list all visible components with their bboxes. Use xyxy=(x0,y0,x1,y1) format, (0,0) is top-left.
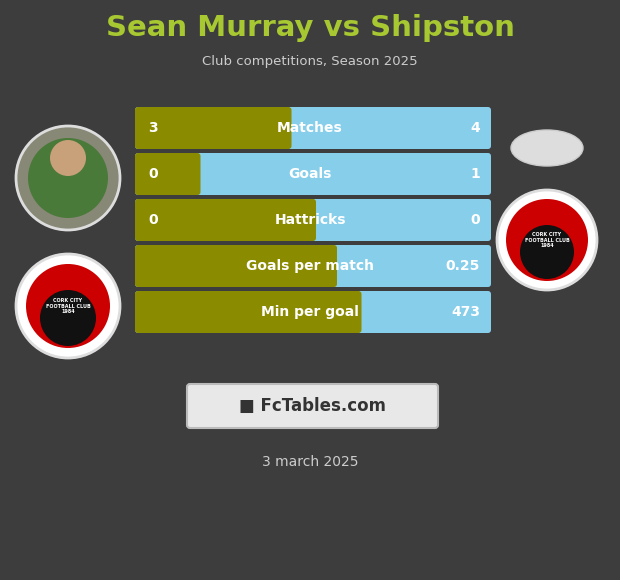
Text: 473: 473 xyxy=(451,305,480,319)
FancyBboxPatch shape xyxy=(187,384,438,428)
Circle shape xyxy=(26,264,110,348)
Text: 3 march 2025: 3 march 2025 xyxy=(262,455,358,469)
FancyBboxPatch shape xyxy=(135,291,361,333)
Text: Goals per match: Goals per match xyxy=(246,259,374,273)
Text: 1: 1 xyxy=(470,167,480,181)
FancyBboxPatch shape xyxy=(135,245,491,287)
Text: 3: 3 xyxy=(148,121,157,135)
Circle shape xyxy=(520,225,574,279)
Text: 0.25: 0.25 xyxy=(446,259,480,273)
Text: Goals: Goals xyxy=(288,167,332,181)
Text: CORK CITY
FOOTBALL CLUB
1984: CORK CITY FOOTBALL CLUB 1984 xyxy=(46,298,91,314)
Circle shape xyxy=(16,126,120,230)
Text: Hattricks: Hattricks xyxy=(274,213,346,227)
Text: Min per goal: Min per goal xyxy=(261,305,359,319)
Circle shape xyxy=(16,254,120,358)
Circle shape xyxy=(497,190,597,290)
Text: CORK CITY
FOOTBALL CLUB
1984: CORK CITY FOOTBALL CLUB 1984 xyxy=(525,231,569,248)
Ellipse shape xyxy=(511,130,583,166)
FancyBboxPatch shape xyxy=(135,199,316,241)
FancyBboxPatch shape xyxy=(135,153,491,195)
Text: 0: 0 xyxy=(471,213,480,227)
Circle shape xyxy=(28,138,108,218)
Text: 0: 0 xyxy=(148,213,157,227)
FancyBboxPatch shape xyxy=(135,245,337,287)
Text: 0: 0 xyxy=(148,167,157,181)
Circle shape xyxy=(50,140,86,176)
FancyBboxPatch shape xyxy=(135,107,291,149)
Text: Sean Murray vs Shipston: Sean Murray vs Shipston xyxy=(105,14,515,42)
Text: Club competitions, Season 2025: Club competitions, Season 2025 xyxy=(202,56,418,68)
Text: 4: 4 xyxy=(470,121,480,135)
FancyBboxPatch shape xyxy=(135,199,491,241)
FancyBboxPatch shape xyxy=(135,291,491,333)
Text: ■ FcTables.com: ■ FcTables.com xyxy=(239,397,386,415)
Text: Matches: Matches xyxy=(277,121,343,135)
Circle shape xyxy=(40,290,96,346)
Circle shape xyxy=(506,199,588,281)
FancyBboxPatch shape xyxy=(135,107,491,149)
FancyBboxPatch shape xyxy=(135,153,200,195)
